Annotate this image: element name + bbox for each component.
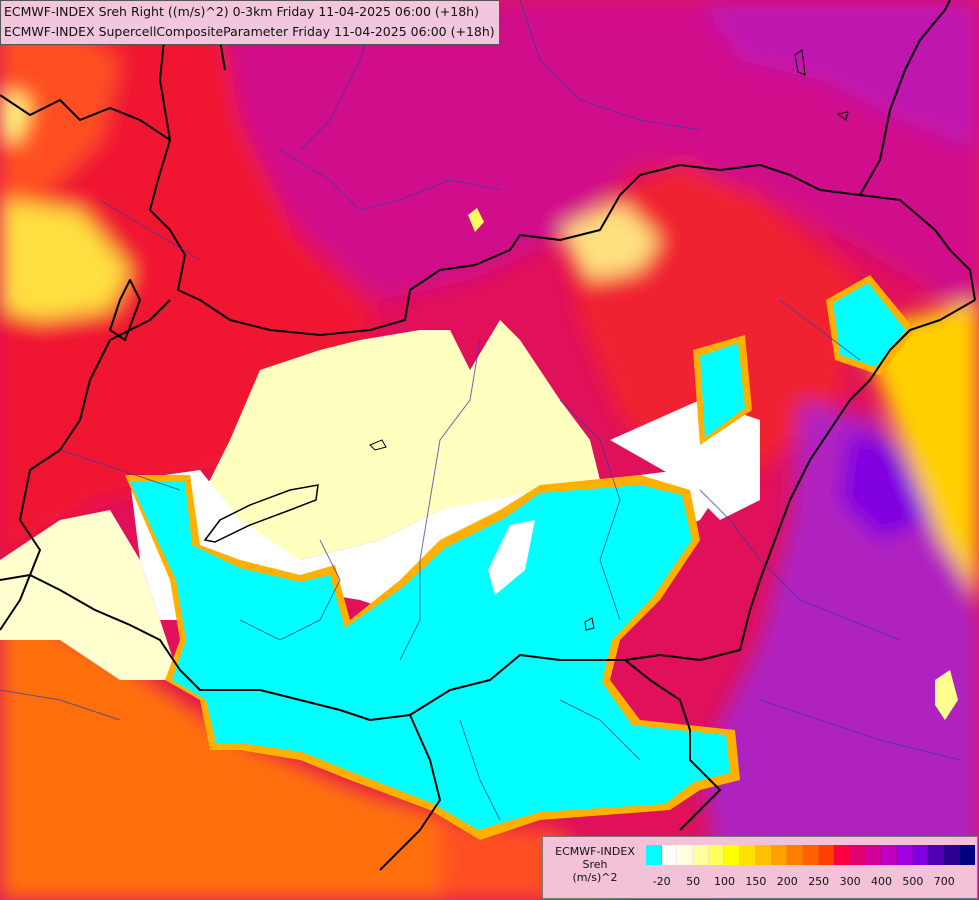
legend-swatch [834, 845, 850, 865]
field-speck [468, 208, 484, 232]
field-cyan-east [700, 343, 745, 438]
field-speck-east [935, 670, 958, 720]
legend-title: ECMWF-INDEX Sreh (m/s)^2 [547, 845, 643, 884]
legend-swatch [865, 845, 882, 865]
legend-swatch [849, 845, 866, 865]
field-violet-northeast [700, 0, 979, 150]
legend-tick-label: -20 [652, 875, 671, 888]
legend-swatch [944, 845, 960, 865]
legend-swatch [661, 845, 678, 865]
lake-balaton [203, 484, 319, 543]
legend-tick-label: 200 [776, 875, 798, 888]
legend-swatch [928, 845, 945, 865]
map-header: ECMWF-INDEX Sreh Right ((m/s)^2) 0-3km F… [0, 0, 500, 45]
legend-swatch [897, 845, 913, 865]
field-yellow-east [860, 300, 979, 600]
legend-ticks: -20 50 100 150 200 250 300 400 500 700 [646, 875, 976, 891]
legend-tick-label: 50 [686, 875, 701, 888]
legend-swatch [881, 845, 897, 865]
lake-small [369, 439, 387, 451]
legend-swatch [740, 845, 756, 865]
header-line-sreh: ECMWF-INDEX Sreh Right ((m/s)^2) 0-3km F… [4, 4, 479, 19]
field-yellow-west [0, 200, 130, 320]
legend-swatch [708, 845, 725, 865]
lake-small-2 [584, 617, 595, 631]
legend-swatch [677, 845, 694, 865]
legend-swatch [802, 845, 819, 865]
legend-swatch [693, 845, 709, 865]
color-legend: ECMWF-INDEX Sreh (m/s)^2 -20 50 100 150 200 2… [542, 836, 978, 899]
legend-swatch [912, 845, 929, 865]
lake-small-3 [836, 111, 849, 121]
field-cyan-notch [488, 520, 535, 595]
header-line-scp: ECMWF-INDEX SupercellCompositeParameter … [4, 24, 495, 39]
region-borders [0, 0, 961, 821]
legend-tick-label: 150 [745, 875, 767, 888]
legend-swatch [755, 845, 772, 865]
legend-tick-label: 300 [839, 875, 861, 888]
lake-small-4 [794, 49, 806, 76]
field-yellow-northeast [560, 200, 660, 280]
legend-title-param: Sreh [582, 858, 608, 871]
legend-tick-label: 400 [871, 875, 892, 888]
field-orange-west [0, 20, 120, 210]
field-white-east [610, 400, 760, 520]
field-cyan-northeast [833, 283, 906, 367]
legend-swatch [771, 845, 788, 865]
legend-swatch [787, 845, 803, 865]
legend-swatch [818, 845, 835, 865]
legend-swatch [646, 845, 662, 865]
field-magenta-north [200, 0, 979, 320]
field-violet-core [840, 430, 930, 540]
legend-tick-label: 700 [933, 875, 955, 888]
legend-tick-label: 500 [902, 875, 924, 888]
legend-tick-label: 100 [714, 875, 735, 888]
legend-swatch [959, 845, 976, 865]
legend-swatch [724, 845, 741, 865]
legend-title-unit: (m/s)^2 [572, 871, 618, 884]
field-pale-yellow-west [0, 510, 180, 680]
legend-title-model: ECMWF-INDEX [555, 845, 635, 858]
legend-tick-label: 250 [808, 875, 830, 888]
field-yellow-northwest [0, 90, 30, 140]
legend-swatches [646, 845, 976, 865]
field-cyan-negative [130, 482, 730, 830]
